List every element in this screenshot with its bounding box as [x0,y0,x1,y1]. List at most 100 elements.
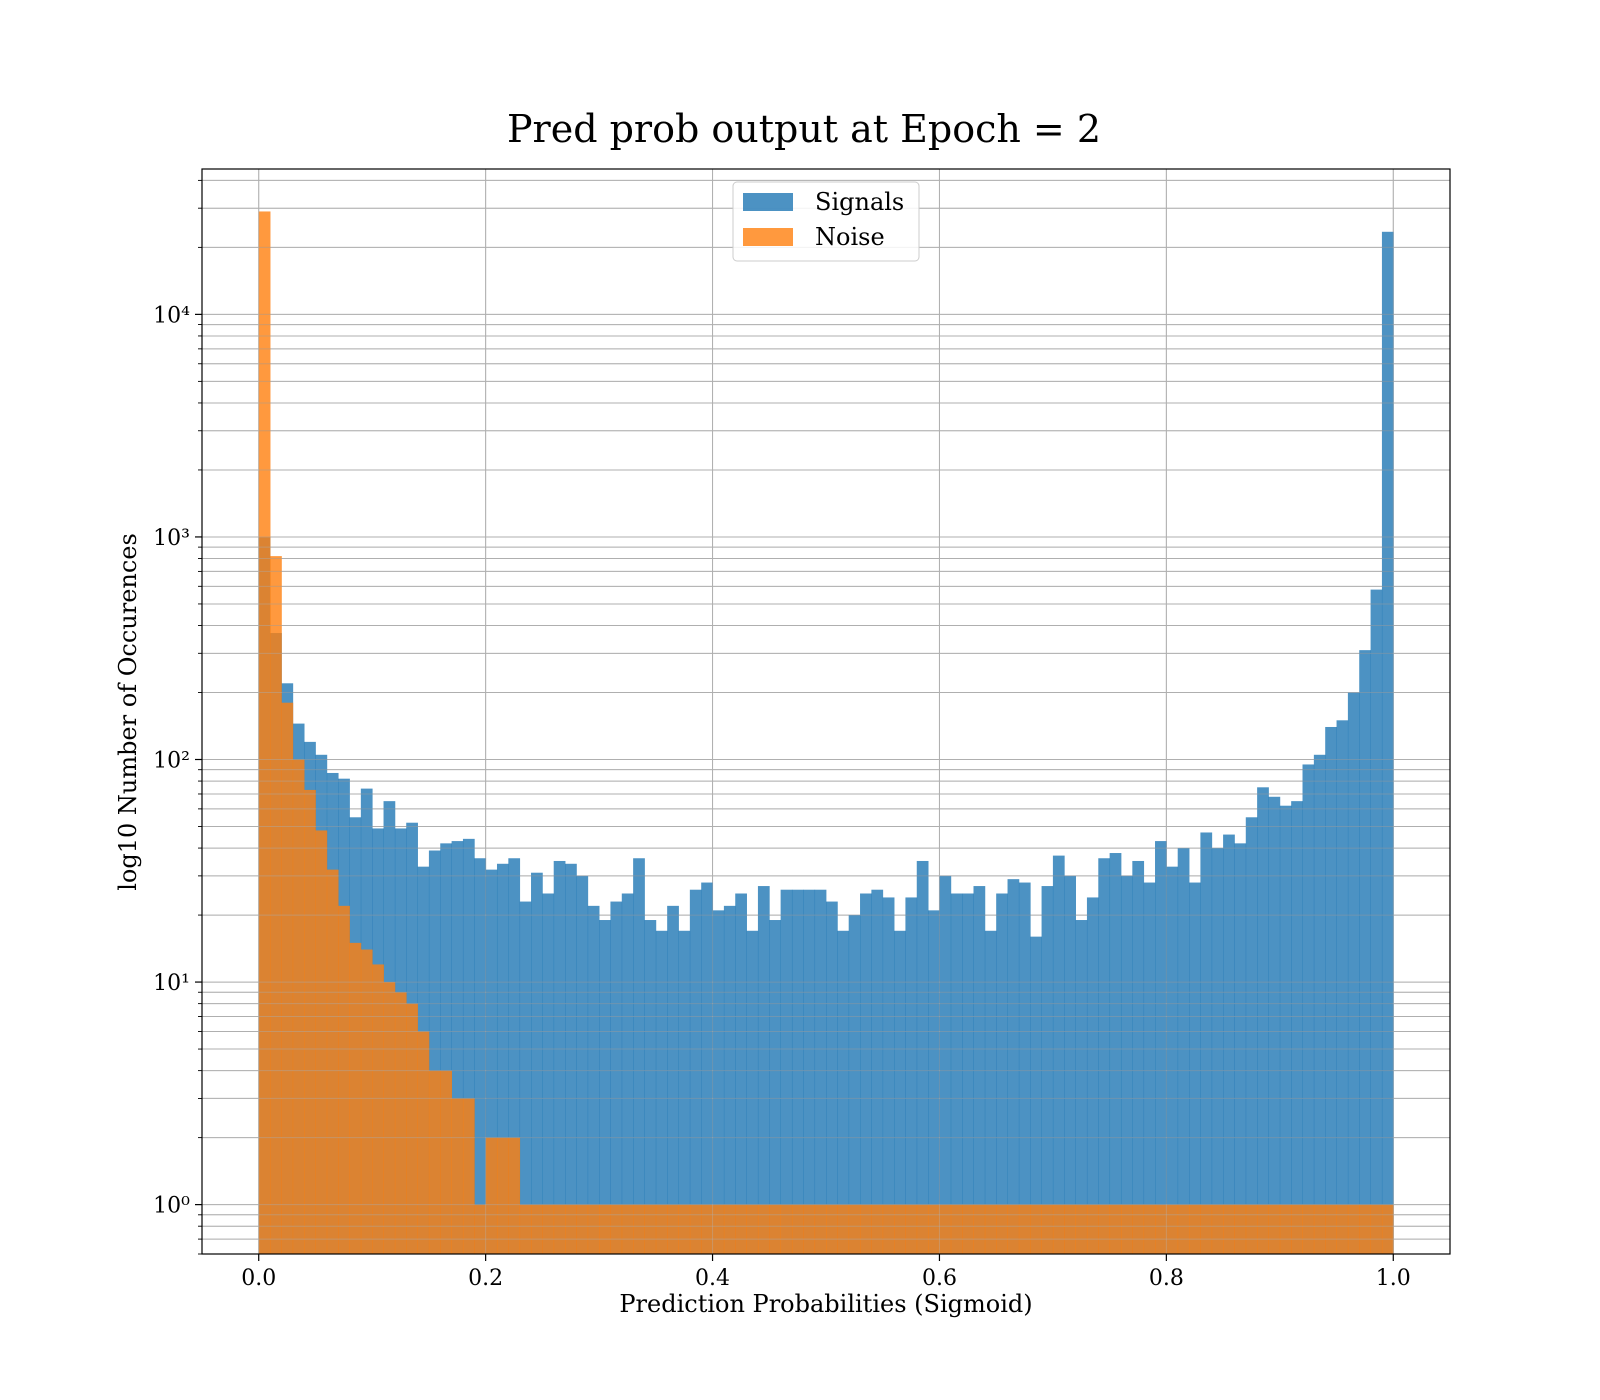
noise-bar [894,1204,906,1254]
noise-bar [780,1204,793,1254]
signals-bar [723,905,736,1254]
noise-bar [1109,1204,1122,1254]
noise-bar [451,1098,464,1254]
noise-bar [553,1204,566,1254]
signals-bar [1109,853,1122,1254]
noise-bar [531,1204,543,1254]
noise-bar [372,964,384,1254]
noise-bar [701,1204,713,1254]
noise-bar [349,942,362,1254]
y-axis-label: log10 Number of Occurences [114,533,142,891]
noise-bar [667,1204,679,1254]
noise-bar [1189,1204,1201,1254]
x-tick-label: 0.0 [241,1266,276,1291]
signals-bar [984,930,997,1254]
signals-bar [678,930,691,1254]
noise-bar [1268,1204,1281,1254]
noise-bar [1177,1204,1190,1254]
signals-bar [1166,866,1179,1254]
noise-bar [1030,1204,1042,1254]
noise-bar [1234,1204,1247,1254]
noise-bar [1143,1204,1156,1254]
y-tick-label: 10⁴ [153,303,190,328]
signals-bar [860,893,872,1254]
noise-bar [1007,1204,1020,1254]
noise-bar [814,1204,827,1254]
signals-bar [973,886,986,1254]
signals-bar [735,893,747,1254]
noise-bar [950,1204,963,1254]
noise-bar [1018,1204,1031,1254]
signals-bar [1098,858,1111,1254]
signals-bar [1155,841,1167,1254]
signals-bar [1075,920,1088,1254]
noise-bar [689,1204,702,1254]
signals-bar [837,930,850,1254]
signals-bar [962,893,974,1254]
noise-bar [996,1204,1008,1254]
y-tick-label: 10² [153,749,190,774]
noise-bar [587,1204,600,1254]
noise-bar [644,1204,657,1254]
signals-bar [496,863,509,1254]
signals-bar [1064,875,1076,1254]
signals-bar [701,882,713,1254]
noise-bar [270,556,282,1254]
signals-bar [1234,843,1247,1254]
noise-bar [1132,1204,1145,1254]
noise-bar [1302,1204,1315,1254]
signals-bar [1302,764,1315,1254]
y-tick-label: 10⁰ [153,1194,190,1219]
noise-bar [1120,1204,1133,1254]
legend: Signals Noise [732,181,920,262]
legend-swatch-signals [743,193,793,211]
x-axis-label: Prediction Probabilities (Sigmoid) [619,1290,1032,1318]
signals-bar [905,897,918,1254]
signals-bar [1245,817,1258,1254]
signals-bar [610,901,623,1254]
signals-bar [1268,796,1281,1254]
noise-bar [258,211,271,1255]
noise-bar [565,1204,577,1254]
signals-bar [996,893,1008,1254]
signals-bar [1120,875,1133,1254]
noise-bar [678,1204,691,1254]
signals-bar [621,893,634,1254]
signals-bar [451,841,464,1254]
signals-bar [814,889,827,1254]
signals-bar [485,869,498,1254]
noise-bar [1064,1204,1076,1254]
signals-bar [1007,879,1020,1254]
noise-bar [712,1204,725,1254]
noise-bar [326,869,339,1254]
noise-bar [406,1003,418,1254]
signals-bar [553,860,566,1254]
signals-bar [1211,848,1224,1254]
noise-bar [281,702,294,1254]
signals-bar [655,930,668,1254]
signals-bar [633,858,645,1254]
noise-bar [417,1031,430,1254]
noise-bar [1381,1204,1394,1254]
signals-bar [1041,886,1054,1254]
signals-bar [1189,882,1201,1254]
signals-bar [939,875,952,1254]
signals-bar [599,920,611,1254]
noise-bar [394,992,407,1254]
y-axis-ticks: 10⁰ 10¹ 10² 10³ 10⁴ [153,179,202,1255]
signals-bar [882,897,895,1254]
signals-bar [1143,882,1156,1254]
legend-label-noise: Noise [815,223,885,251]
signals-bar [1052,855,1065,1254]
signals-bar [565,863,577,1254]
signals-bar [1030,936,1042,1254]
noise-bar [508,1137,521,1254]
noise-bar [621,1204,634,1254]
noise-bar [916,1204,929,1254]
signals-bar [1200,832,1213,1254]
plot-frame [201,168,1451,1255]
signals-bar [1132,860,1145,1254]
chart-title: Pred prob output at Epoch = 2 [507,107,1101,151]
noise-bar [1155,1204,1167,1254]
noise-bar [848,1204,861,1254]
